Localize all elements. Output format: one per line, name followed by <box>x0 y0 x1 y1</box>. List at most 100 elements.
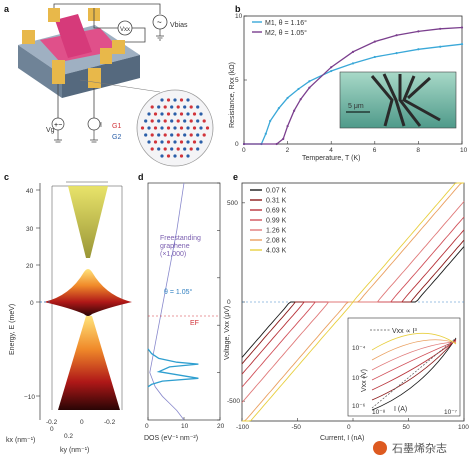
lattice-atom-28 <box>183 119 187 123</box>
d-xtick-label-0: 0 <box>145 423 149 430</box>
lattice-atom-19 <box>186 112 190 116</box>
lattice-atom-14 <box>153 112 158 116</box>
ky-label: ky (nm⁻¹) <box>60 447 89 454</box>
e-legend-label-4: 1.26 K <box>266 228 287 235</box>
inset-curves <box>371 333 457 411</box>
b-point-1-2 <box>282 137 285 140</box>
lattice-atom-7 <box>163 105 167 109</box>
b-point-1-8 <box>351 50 355 53</box>
b-point-1-5 <box>299 98 302 101</box>
inset-curve-1 <box>371 338 457 401</box>
watermark-text: 石墨烯杂志 <box>392 442 447 455</box>
b-point-1-9 <box>373 40 376 43</box>
b-xtick-label-8: 8 <box>416 147 420 154</box>
lattice-atom-3 <box>179 98 184 102</box>
b-point-1-11 <box>417 30 420 33</box>
e-xtick-label-100: 100 <box>458 424 469 431</box>
c-tick-0: 0 <box>30 300 34 307</box>
kx-label: kx (nm⁻¹) <box>6 437 35 444</box>
b-point-0-11 <box>395 52 398 55</box>
lattice-atom-25 <box>163 119 167 123</box>
b-point-0-14 <box>460 43 464 46</box>
lattice-atom-8 <box>170 105 174 109</box>
plot-b-series <box>242 26 464 146</box>
b-point-0-7 <box>308 80 311 83</box>
b-xtick-label-4: 4 <box>329 147 333 154</box>
b-point-0-9 <box>351 62 355 65</box>
plot-c-ylabel: Energy, E (meV) <box>9 304 16 355</box>
lattice-atom-17 <box>173 112 177 116</box>
b-point-1-6 <box>308 86 311 89</box>
panel-b: b 0 2 4 6 8 10 0 5 10 5 μm M1, θ = 1.16° M2, θ =… <box>229 4 468 162</box>
lattice-atom-41 <box>199 126 203 130</box>
e-legend-label-0: 0.07 K <box>266 188 287 195</box>
plot-d-frame <box>147 182 221 421</box>
inset-curve-6 <box>371 333 457 351</box>
vbias-ground <box>156 29 164 41</box>
b-point-0-8 <box>330 69 333 73</box>
lattice-atom-39 <box>186 126 190 130</box>
lattice-atom-29 <box>189 119 193 123</box>
freestanding-label: Freestanding graphene (×1,000) <box>160 235 203 258</box>
e-legend-label-2: 0.69 K <box>266 208 287 215</box>
plot-b-xlabel: Temperature, T (K) <box>302 155 361 162</box>
lattice-atom-60 <box>192 140 197 144</box>
contact-1 <box>22 30 35 44</box>
lattice-atom-23 <box>150 119 154 123</box>
inset-formula: Vxx ∝ I³ <box>392 328 418 335</box>
plot-b-ylabel: Resistance, Rxx (kΩ) <box>229 62 236 128</box>
e-legend-label-6: 4.03 K <box>266 248 287 255</box>
plot-e-ylabel: Voltage, Vxx (μV) <box>224 306 231 360</box>
ky-tick-1: 0 <box>80 419 84 426</box>
e-legend-label-3: 0.99 K <box>266 218 287 225</box>
freestanding-line-2: graphene <box>160 243 190 250</box>
inset-y-tick-1: 10⁻⁴ <box>352 345 366 352</box>
e-ytick-label-0: 0 <box>227 299 231 306</box>
b-point-1-1 <box>275 142 278 146</box>
b-xtick-label-0: 0 <box>242 147 246 154</box>
lattice-atom-33 <box>147 126 151 130</box>
b-ytick-label-5: 5 <box>235 77 239 84</box>
e-xtick-label-50: 50 <box>403 424 411 431</box>
current-meter <box>87 117 101 131</box>
lattice-atom-71 <box>166 154 171 158</box>
contact-4 <box>112 40 125 54</box>
inset-curve-5 <box>371 339 457 361</box>
b-point-0-13 <box>439 45 442 48</box>
contact-6 <box>88 68 101 88</box>
wire-vxx-2 <box>125 27 146 43</box>
lattice-atom-72 <box>173 154 177 158</box>
micrograph-electrodes <box>370 73 441 127</box>
lattice-atom-24 <box>157 119 161 123</box>
lattice-atom-59 <box>186 140 190 144</box>
lattice-atom-46 <box>163 133 167 137</box>
freestanding-line-1: Freestanding <box>160 235 201 242</box>
lattice-atom-20 <box>192 112 197 116</box>
lattice-atom-34 <box>153 126 158 130</box>
kx-tick-3: 0.2 <box>64 433 73 440</box>
e-ytick-label--500: -500 <box>227 398 240 405</box>
lattice-atom-18 <box>179 112 184 116</box>
inset-xlabel: I (A) <box>394 406 407 413</box>
panel-a: a Vxx ~ Vbias +− Vg I <box>4 3 214 167</box>
lattice-atom-53 <box>147 140 151 144</box>
lattice-atom-1 <box>166 98 171 102</box>
lattice-atom-6 <box>157 105 161 109</box>
theta-label: θ = 1.05° <box>164 288 192 296</box>
inset-y-tick-2: 10⁻⁵ <box>352 375 366 382</box>
panel-d: d 0 10 20 Freestanding graphene (×1,000) θ… <box>138 172 225 442</box>
b-ytick-label-10: 10 <box>235 13 243 20</box>
b-xtick-label-6: 6 <box>373 147 377 154</box>
vg-ground <box>54 130 62 143</box>
c-tick-m10: −10 <box>24 394 35 401</box>
b-xtick-label-2: 2 <box>286 147 290 154</box>
lattice-atom-4 <box>186 98 190 102</box>
lattice-atom-43 <box>144 133 148 137</box>
iv-inset <box>347 317 461 417</box>
lattice-atom-66 <box>176 147 180 151</box>
lattice-atom-47 <box>170 133 174 137</box>
lower-band-cone <box>58 316 120 410</box>
e-legend-label-5: 2.08 K <box>266 238 287 245</box>
lattice-atom-5 <box>150 105 154 109</box>
